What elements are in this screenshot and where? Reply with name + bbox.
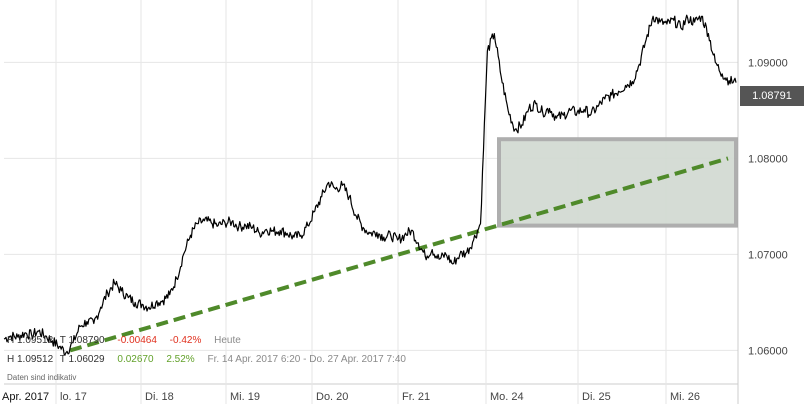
info-change-pct-range: 2.52% <box>166 354 195 365</box>
last-price-tag: 1.08791 <box>740 86 804 106</box>
x-tick-label: Mo. 24 <box>490 391 524 403</box>
x-tick-label: Apr. 2017 <box>2 391 49 403</box>
trend-line <box>69 156 729 353</box>
x-tick-label: Mi. 26 <box>670 391 700 403</box>
y-axis-ticks: 1.09000 1.08000 1.07000 1.06000 <box>748 57 788 357</box>
x-axis-ticks: Apr. 2017 lo. 17 Di. 18 Mi. 19 Do. 20 Fr. 21 M… <box>2 391 700 403</box>
info-high-today: H 1.09512 <box>7 335 54 346</box>
price-line-layer <box>3 14 737 356</box>
info-change-pct-today: -0.42% <box>169 335 202 346</box>
info-row-today: H 1.09512 T 1.08790 -0.00464 -0.42% Heut… <box>7 335 245 346</box>
data-note: Daten sind indikativ <box>7 373 77 382</box>
x-tick-label: Fr. 21 <box>402 391 430 403</box>
info-change-range: 0.02670 <box>117 354 154 365</box>
price-line <box>3 14 737 356</box>
info-low-range: T 1.06029 <box>59 354 105 365</box>
info-period-today: Heute <box>214 335 241 346</box>
highlight-zone <box>497 137 738 228</box>
info-row-range: H 1.09512 T 1.06029 0.02670 2.52% Fr. 14… <box>7 354 410 365</box>
x-tick-label: Di. 18 <box>145 391 174 403</box>
trend-line-layer <box>69 156 729 353</box>
info-high-range: H 1.09512 <box>7 354 54 365</box>
info-period-range: Fr. 14 Apr. 2017 6:20 - Do. 27 Apr. 2017… <box>207 354 406 365</box>
y-tick-label: 1.09000 <box>748 57 788 69</box>
x-tick-label: Di. 25 <box>582 391 611 403</box>
y-tick-label: 1.06000 <box>748 345 788 357</box>
y-tick-label: 1.08000 <box>748 153 788 165</box>
highlight-box <box>497 137 738 228</box>
info-low-today: T 1.08790 <box>59 335 105 346</box>
x-tick-label: Do. 20 <box>316 391 348 403</box>
info-change-today: -0.00464 <box>117 335 157 346</box>
y-tick-label: 1.07000 <box>748 249 788 261</box>
x-tick-label: Mi. 19 <box>230 391 260 403</box>
x-tick-label: lo. 17 <box>60 391 87 403</box>
